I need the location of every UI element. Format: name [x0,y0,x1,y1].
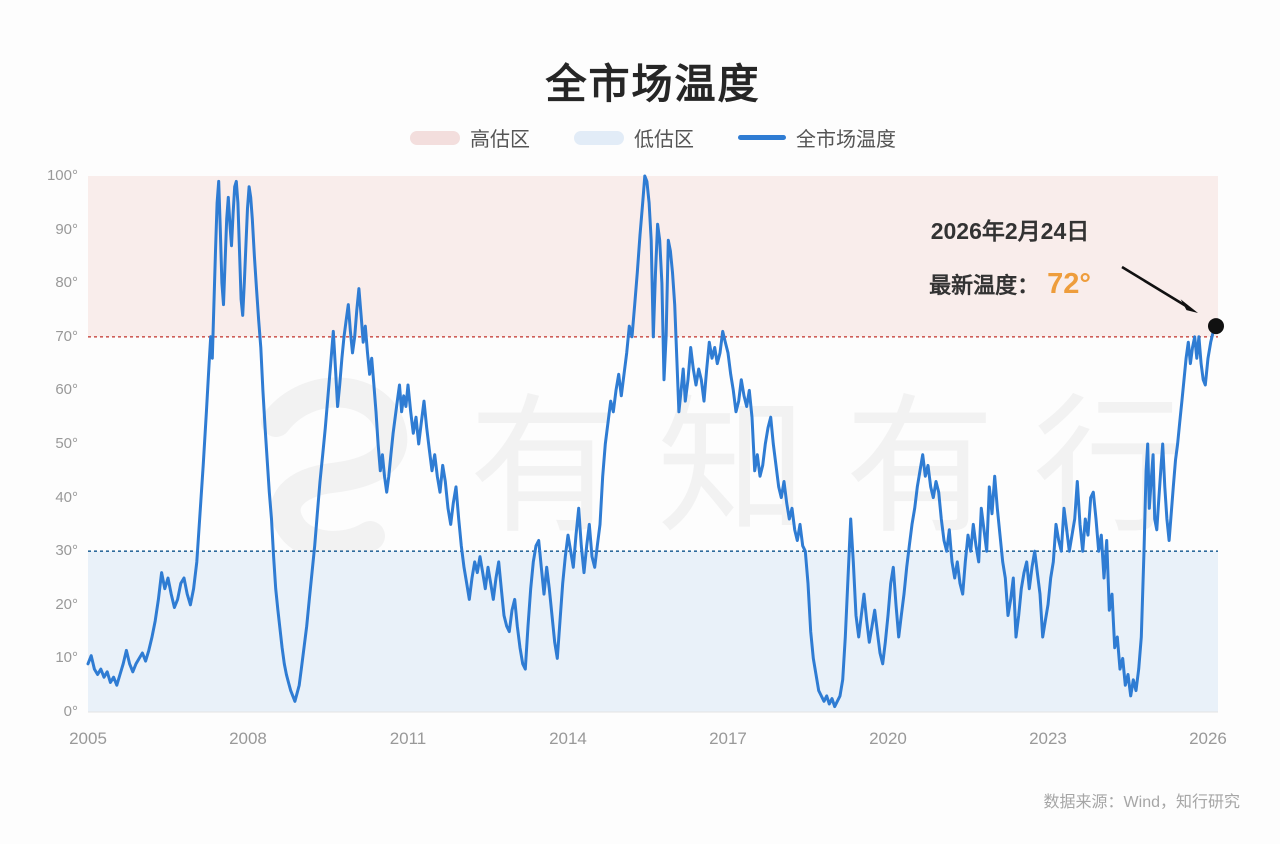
y-tick-label: 20° [55,595,78,613]
legend-label-temperature: 全市场温度 [796,129,896,151]
undervalued-zone-band [88,551,1218,712]
legend: 高估区 低估区 全市场温度 [0,123,1280,152]
temperature-line[interactable] [86,174,1218,709]
y-tick-label: 60° [55,381,78,399]
y-tick-label: 70° [55,327,78,345]
legend-item-overvalued[interactable]: 高估区 [410,123,530,152]
y-tick-label: 10° [55,649,78,667]
x-tick-label: 2017 [709,729,747,748]
latest-temperature-value: 72° [1047,268,1091,300]
y-tick-label: 50° [55,435,78,452]
latest-point[interactable] [1207,318,1224,335]
legend-label-undervalued: 低估区 [634,129,694,151]
x-tick-label: 2005 [69,729,107,748]
y-tick-label: 90° [55,220,78,238]
x-tick-label: 2020 [869,729,907,748]
data-source: 数据来源：Wind，知行研究 [1043,794,1240,811]
temperature-line-swatch [738,135,786,140]
legend-item-undervalued[interactable]: 低估区 [574,123,694,152]
y-tick-label: 80° [55,274,78,292]
y-tick-label: 100° [46,167,78,184]
latest-temperature-label: 最新温度： [929,273,1040,298]
x-tick-label: 2023 [1029,729,1067,748]
legend-label-overvalued: 高估区 [470,129,530,151]
annotation-arrow [1121,265,1198,313]
latest-date-label: 2026年2月24日 [930,218,1090,244]
y-tick-label: 30° [55,542,78,560]
x-tick-label: 2014 [549,729,587,748]
overvalued-band-swatch [410,130,460,145]
y-tick-label: 0° [63,703,78,720]
x-tick-label: 2011 [389,729,427,748]
x-tick-label: 2008 [229,729,267,748]
chart-title: 全市场温度 [545,61,761,107]
undervalued-band-swatch [574,130,624,145]
legend-item-temperature[interactable]: 全市场温度 [738,123,896,152]
y-tick-label: 40° [55,488,78,506]
latest-temperature: 最新温度： 72° [880,268,1140,301]
x-tick-label: 2026 [1189,729,1227,748]
